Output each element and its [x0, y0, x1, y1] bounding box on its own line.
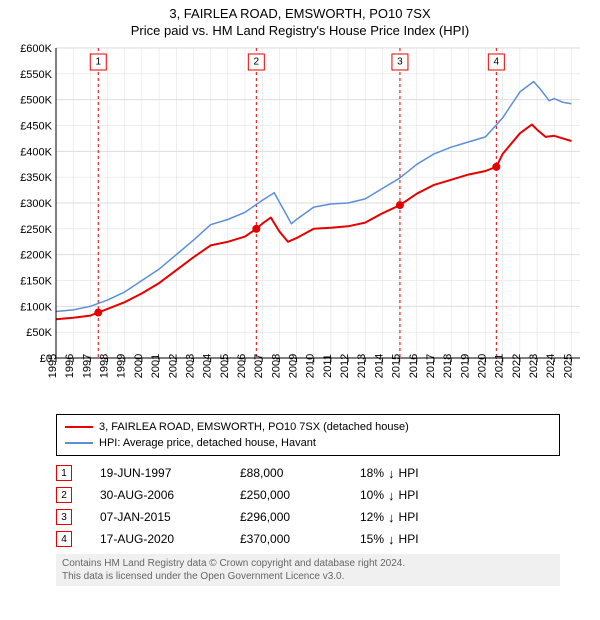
svg-text:£300K: £300K — [20, 198, 52, 210]
sales-diff-pct: 18% — [360, 466, 384, 480]
svg-text:2019: 2019 — [459, 354, 471, 378]
title-subtitle: Price paid vs. HM Land Registry's House … — [0, 23, 600, 38]
svg-text:1997: 1997 — [81, 354, 93, 378]
footer-attribution: Contains HM Land Registry data © Crown c… — [56, 554, 560, 586]
legend: 3, FAIRLEA ROAD, EMSWORTH, PO10 7SX (det… — [56, 414, 560, 456]
svg-text:£350K: £350K — [20, 172, 52, 184]
sales-date: 30-AUG-2006 — [100, 488, 240, 502]
svg-text:£50K: £50K — [26, 327, 52, 339]
svg-text:£100K: £100K — [20, 301, 52, 313]
chart-svg: 1234£0£50K£100K£150K£200K£250K£300K£350K… — [0, 38, 600, 408]
svg-text:£500K: £500K — [20, 95, 52, 107]
sales-diff: 10% ↓ HPI — [360, 488, 419, 503]
sales-diff: 12% ↓ HPI — [360, 510, 419, 525]
sales-diff: 18% ↓ HPI — [360, 466, 419, 481]
sales-row: 3 07-JAN-2015£296,00012% ↓ HPI — [56, 506, 560, 528]
sales-diff-pct: 12% — [360, 510, 384, 524]
svg-text:2014: 2014 — [373, 354, 385, 378]
footer-line2: This data is licensed under the Open Gov… — [62, 570, 554, 583]
svg-text:1: 1 — [95, 57, 101, 68]
arrow-down-icon: ↓ — [388, 532, 395, 547]
sales-price: £370,000 — [240, 532, 360, 546]
sales-date: 17-AUG-2020 — [100, 532, 240, 546]
sales-table: 1 19-JUN-1997£88,00018% ↓ HPI 2 30-AUG-2006£2… — [56, 462, 560, 550]
svg-text:2: 2 — [254, 57, 260, 68]
svg-text:£150K: £150K — [20, 276, 52, 288]
sales-diff-vs: HPI — [399, 532, 419, 546]
sales-price: £296,000 — [240, 510, 360, 524]
arrow-down-icon: ↓ — [388, 510, 395, 525]
title-address: 3, FAIRLEA ROAD, EMSWORTH, PO10 7SX — [0, 6, 600, 21]
svg-text:£550K: £550K — [20, 69, 52, 81]
svg-text:2015: 2015 — [391, 354, 403, 378]
svg-text:£200K: £200K — [20, 250, 52, 262]
svg-text:2022: 2022 — [511, 354, 523, 378]
svg-text:2005: 2005 — [219, 354, 231, 378]
svg-text:2011: 2011 — [322, 354, 334, 378]
svg-text:2006: 2006 — [236, 354, 248, 378]
sales-marker-number: 4 — [56, 531, 72, 547]
svg-text:2025: 2025 — [562, 354, 574, 378]
sales-date: 19-JUN-1997 — [100, 466, 240, 480]
svg-text:4: 4 — [494, 57, 500, 68]
svg-text:2016: 2016 — [408, 354, 420, 378]
svg-text:1999: 1999 — [116, 354, 128, 378]
footer-line1: Contains HM Land Registry data © Crown c… — [62, 557, 554, 570]
arrow-down-icon: ↓ — [388, 488, 395, 503]
sales-date: 07-JAN-2015 — [100, 510, 240, 524]
svg-text:£250K: £250K — [20, 224, 52, 236]
svg-text:2009: 2009 — [288, 354, 300, 378]
sales-diff-vs: HPI — [399, 466, 419, 480]
svg-text:1995: 1995 — [47, 354, 59, 378]
legend-item: HPI: Average price, detached house, Hava… — [65, 435, 551, 451]
svg-text:2004: 2004 — [202, 354, 214, 378]
sales-diff-pct: 10% — [360, 488, 384, 502]
sales-diff: 15% ↓ HPI — [360, 532, 419, 547]
svg-text:2000: 2000 — [133, 354, 145, 378]
svg-text:2003: 2003 — [184, 354, 196, 378]
svg-text:2007: 2007 — [253, 354, 265, 378]
legend-swatch — [65, 426, 93, 428]
sales-row: 2 30-AUG-2006£250,00010% ↓ HPI — [56, 484, 560, 506]
svg-text:2020: 2020 — [477, 354, 489, 378]
chart-titles: 3, FAIRLEA ROAD, EMSWORTH, PO10 7SX Pric… — [0, 0, 600, 38]
svg-text:2018: 2018 — [442, 354, 454, 378]
svg-text:2008: 2008 — [270, 354, 282, 378]
sales-diff-pct: 15% — [360, 532, 384, 546]
sales-price: £250,000 — [240, 488, 360, 502]
svg-text:2024: 2024 — [545, 354, 557, 378]
sales-marker-number: 2 — [56, 487, 72, 503]
sales-marker-number: 3 — [56, 509, 72, 525]
arrow-down-icon: ↓ — [388, 466, 395, 481]
svg-text:2010: 2010 — [305, 354, 317, 378]
sales-row: 4 17-AUG-2020£370,00015% ↓ HPI — [56, 528, 560, 550]
svg-text:£400K: £400K — [20, 146, 52, 158]
sales-diff-vs: HPI — [399, 510, 419, 524]
svg-text:2002: 2002 — [167, 354, 179, 378]
sales-diff-vs: HPI — [399, 488, 419, 502]
legend-item: 3, FAIRLEA ROAD, EMSWORTH, PO10 7SX (det… — [65, 419, 551, 435]
svg-text:£450K: £450K — [20, 121, 52, 133]
svg-text:3: 3 — [397, 57, 403, 68]
legend-label: HPI: Average price, detached house, Hava… — [99, 437, 316, 449]
legend-swatch — [65, 442, 93, 444]
chart-area: 1234£0£50K£100K£150K£200K£250K£300K£350K… — [0, 38, 600, 408]
svg-text:2012: 2012 — [339, 354, 351, 378]
svg-text:1996: 1996 — [64, 354, 76, 378]
svg-text:2021: 2021 — [494, 354, 506, 378]
sales-marker-number: 1 — [56, 465, 72, 481]
sales-price: £88,000 — [240, 466, 360, 480]
legend-label: 3, FAIRLEA ROAD, EMSWORTH, PO10 7SX (det… — [99, 421, 409, 433]
svg-text:2013: 2013 — [356, 354, 368, 378]
svg-text:2023: 2023 — [528, 354, 540, 378]
sales-row: 1 19-JUN-1997£88,00018% ↓ HPI — [56, 462, 560, 484]
svg-text:1998: 1998 — [99, 354, 111, 378]
svg-text:2017: 2017 — [425, 354, 437, 378]
svg-text:2001: 2001 — [150, 354, 162, 378]
svg-text:£600K: £600K — [20, 43, 52, 55]
